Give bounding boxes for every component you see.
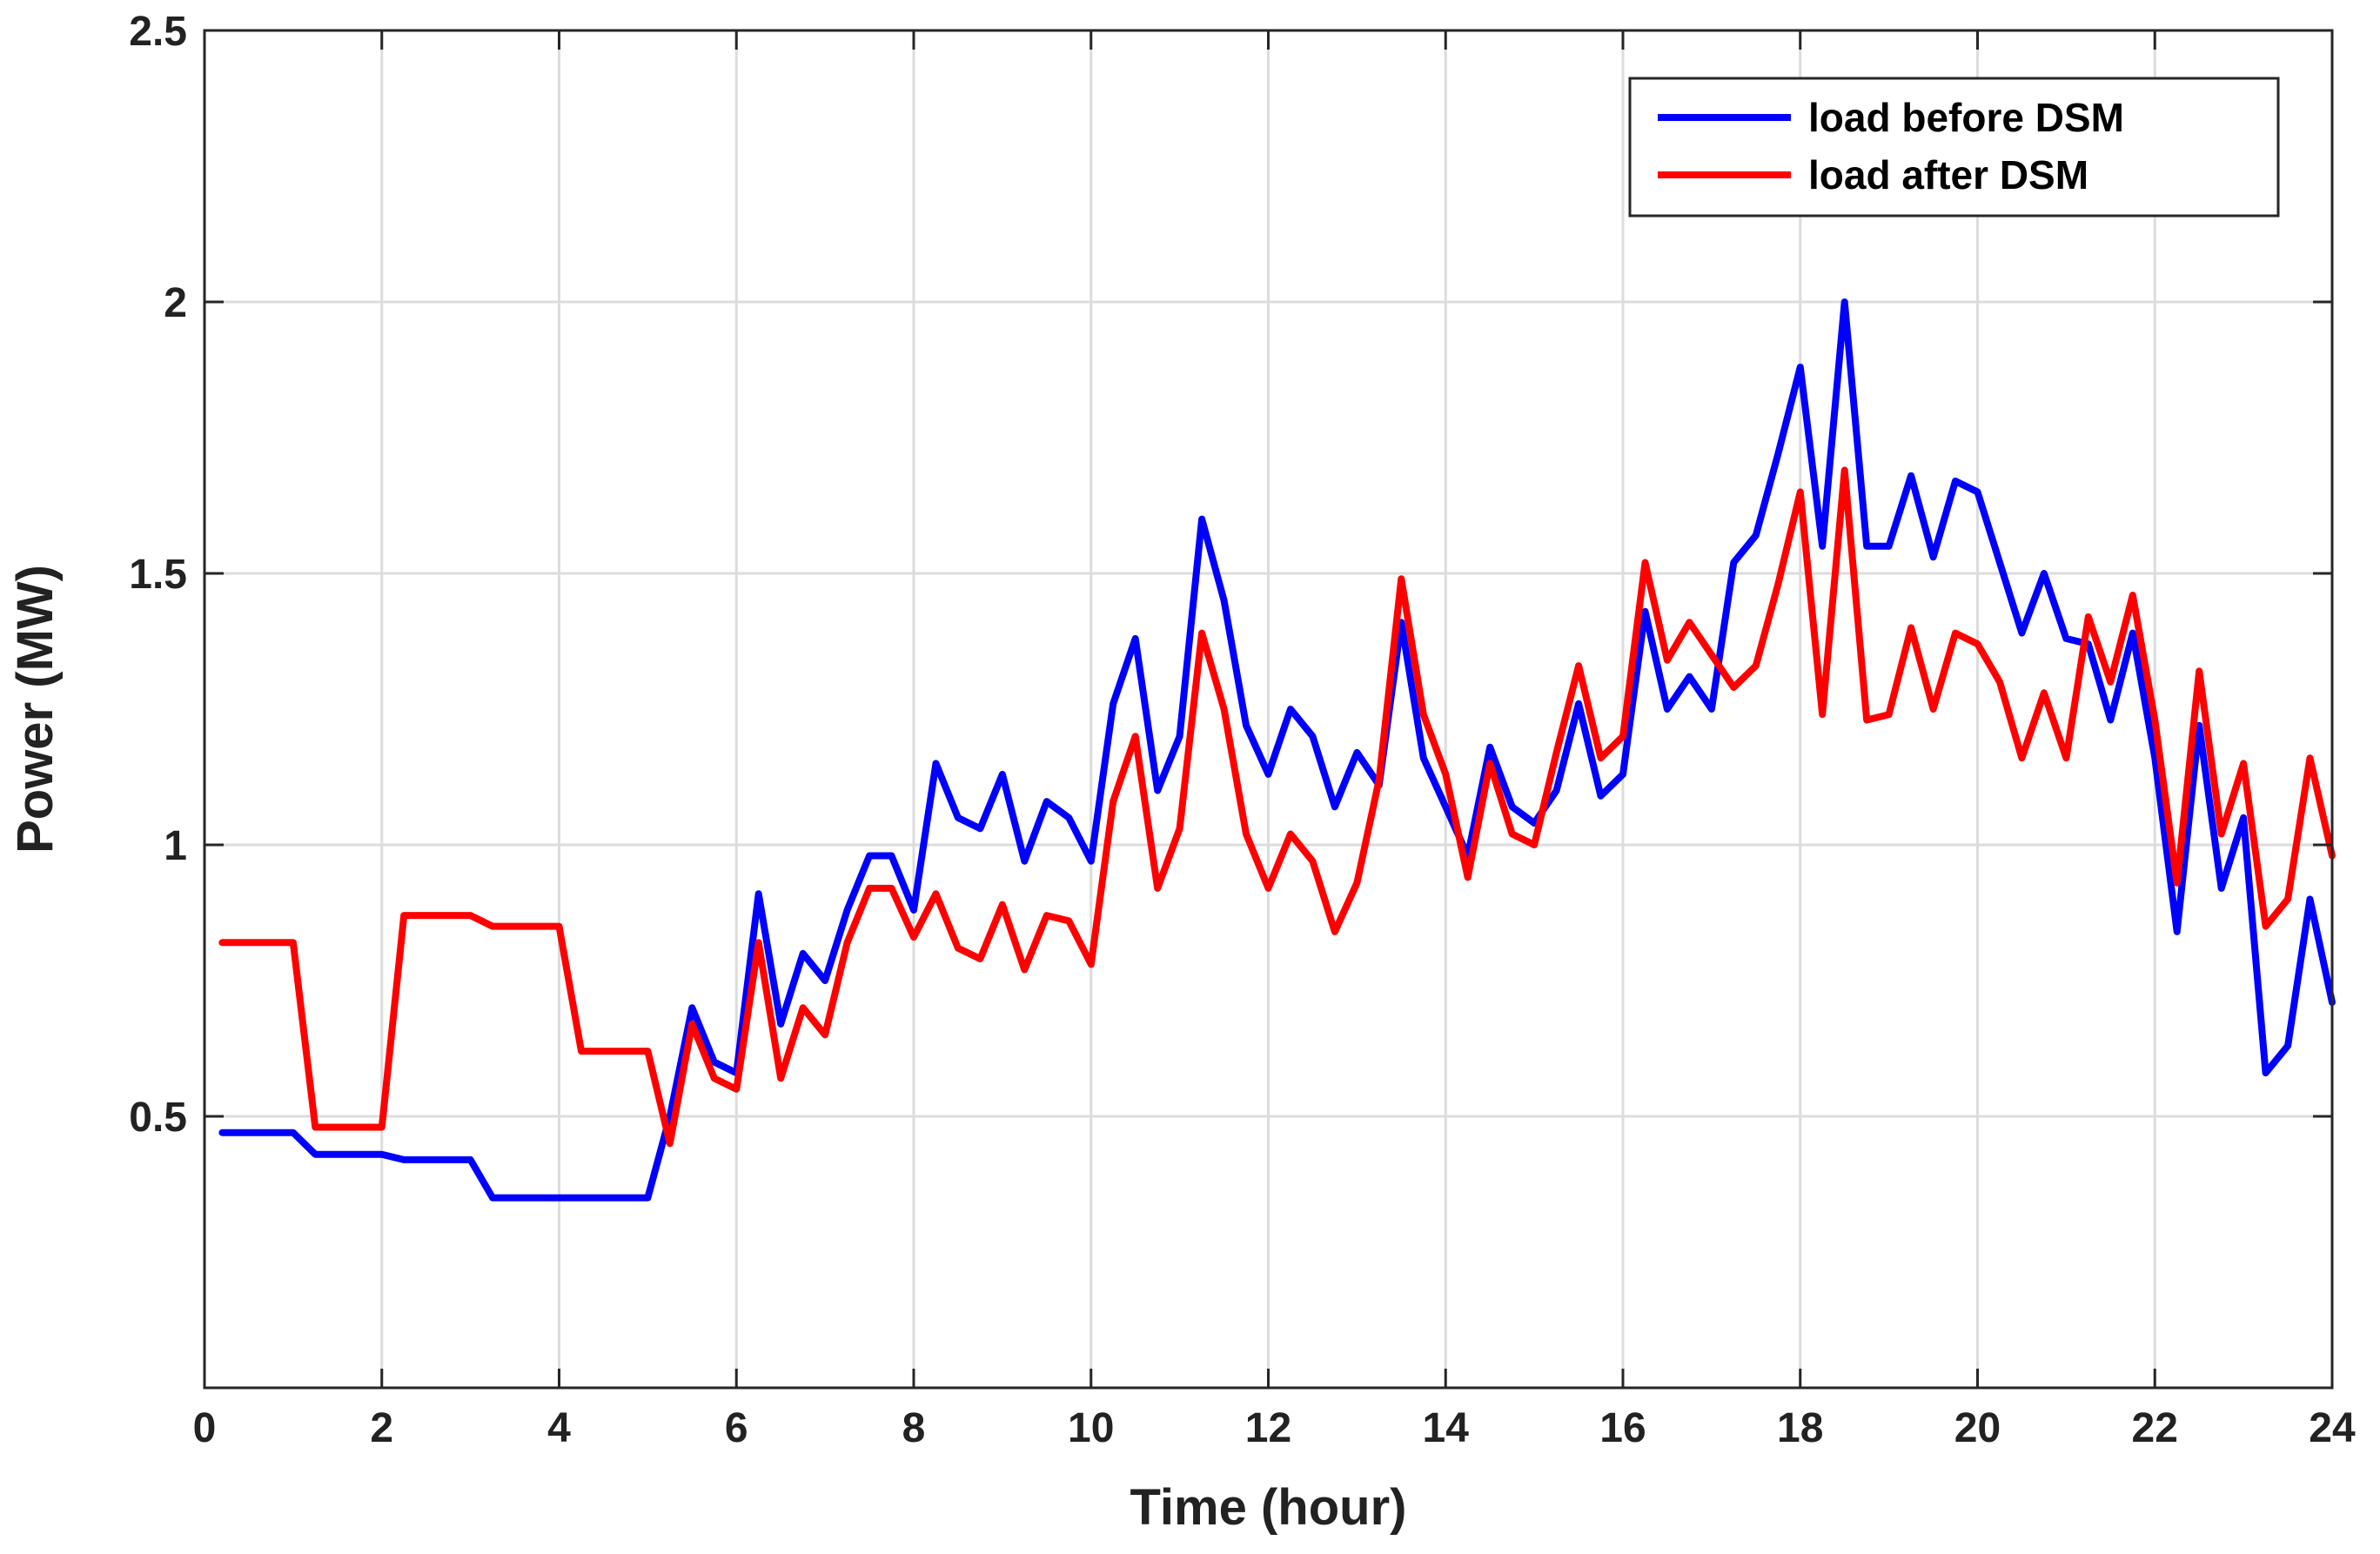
- x-tick-label: 24: [2309, 1405, 2356, 1451]
- x-tick-label: 0: [193, 1405, 217, 1451]
- series-line-after-dsm: [218, 466, 2336, 1148]
- x-tick-label: 14: [1423, 1405, 1470, 1451]
- x-tick-label: 4: [547, 1405, 571, 1451]
- x-axis-title: Time (hour): [1130, 1479, 1407, 1536]
- y-tick-label: 2: [164, 280, 187, 326]
- x-tick-label: 12: [1245, 1405, 1291, 1451]
- x-tick-label: 8: [902, 1405, 926, 1451]
- ticks: 0 2 4 6 8 10 12 14 16 18 20 22 240.511.522.5: [129, 9, 2356, 1451]
- series-line-before-dsm: [218, 298, 2336, 1202]
- legend: load before DSM load after DSM: [1628, 77, 2280, 218]
- legend-label: load after DSM: [1808, 152, 2088, 198]
- y-tick-label: 2.5: [129, 9, 187, 55]
- x-tick-label: 16: [1599, 1405, 1646, 1451]
- x-tick-label: 2: [370, 1405, 393, 1451]
- series-layer: [218, 298, 2336, 1202]
- x-tick-label: 6: [725, 1405, 748, 1451]
- y-tick-label: 1.5: [129, 552, 187, 598]
- x-tick-label: 20: [1954, 1405, 2001, 1451]
- grid: [203, 29, 2334, 1388]
- x-tick-label: 22: [2132, 1405, 2178, 1451]
- x-tick-label: 10: [1068, 1405, 1114, 1451]
- legend-label: load before DSM: [1808, 95, 2124, 140]
- y-tick-label: 0.5: [129, 1095, 187, 1141]
- y-tick-label: 1: [164, 823, 187, 869]
- legend-box: [1628, 77, 2280, 218]
- y-axis-title: Power (MW): [7, 565, 64, 854]
- x-tick-label: 18: [1777, 1405, 1823, 1451]
